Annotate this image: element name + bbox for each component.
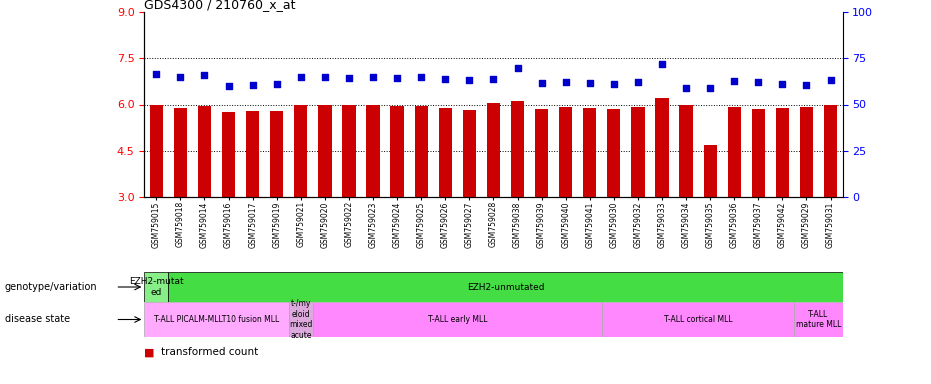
Bar — [144, 272, 169, 302]
Point — [390, 75, 405, 81]
Point — [413, 74, 428, 80]
Text: T-ALL cortical MLL: T-ALL cortical MLL — [664, 315, 733, 324]
Point — [293, 74, 308, 80]
Text: T-ALL
mature MLL: T-ALL mature MLL — [796, 310, 842, 329]
Point — [462, 77, 477, 83]
Point — [679, 84, 694, 91]
Point — [342, 75, 357, 81]
Point — [727, 78, 742, 84]
Text: genotype/variation: genotype/variation — [5, 282, 97, 292]
Bar — [655, 98, 668, 197]
Point — [197, 72, 212, 78]
Point — [486, 76, 501, 82]
Bar — [487, 103, 500, 197]
Bar — [559, 107, 573, 197]
Bar — [535, 109, 548, 197]
Point — [775, 81, 789, 87]
Point — [366, 74, 381, 80]
Bar — [511, 101, 524, 197]
Bar — [800, 107, 813, 197]
Text: EZH2-unmutated: EZH2-unmutated — [466, 283, 545, 291]
Text: T-ALL PICALM-MLLT10 fusion MLL: T-ALL PICALM-MLLT10 fusion MLL — [154, 315, 279, 324]
Point — [245, 82, 260, 88]
Point — [438, 76, 452, 82]
Point — [582, 80, 597, 86]
Bar — [367, 104, 380, 197]
Bar — [414, 106, 428, 197]
Point — [173, 74, 188, 80]
Point — [559, 79, 573, 85]
Bar — [704, 145, 717, 197]
Point — [750, 79, 765, 85]
Point — [823, 77, 838, 83]
Bar — [631, 107, 644, 197]
Bar — [270, 111, 283, 197]
Bar — [824, 104, 837, 197]
Bar — [607, 109, 620, 197]
Bar — [318, 104, 331, 197]
Text: disease state: disease state — [5, 314, 70, 324]
Bar — [343, 106, 356, 197]
Bar — [776, 108, 789, 197]
Bar — [294, 104, 307, 197]
Bar — [150, 104, 163, 197]
Bar — [680, 104, 693, 197]
Point — [222, 83, 236, 89]
Point — [317, 74, 332, 80]
Point — [799, 82, 814, 88]
Point — [510, 65, 525, 71]
Bar — [601, 302, 794, 337]
Point — [606, 81, 621, 87]
Bar — [583, 108, 597, 197]
Bar — [246, 111, 259, 197]
Bar — [313, 302, 601, 337]
Bar — [390, 106, 404, 197]
Text: EZH2-mutat
ed: EZH2-mutat ed — [129, 277, 183, 297]
Point — [269, 81, 284, 88]
Bar — [794, 302, 843, 337]
Point — [534, 80, 549, 86]
Text: transformed count: transformed count — [161, 348, 258, 358]
Point — [654, 61, 669, 68]
Bar — [728, 107, 741, 197]
Text: ■: ■ — [144, 348, 155, 358]
Point — [630, 79, 645, 85]
Text: GDS4300 / 210760_x_at: GDS4300 / 210760_x_at — [144, 0, 296, 11]
Bar — [463, 110, 476, 197]
Bar — [174, 108, 187, 197]
Point — [703, 84, 718, 91]
Text: t-/my
eloid
mixed
acute: t-/my eloid mixed acute — [290, 300, 313, 339]
Bar — [289, 302, 313, 337]
Text: T-ALL early MLL: T-ALL early MLL — [427, 315, 487, 324]
Bar — [198, 106, 211, 197]
Bar — [751, 109, 765, 197]
Bar — [222, 112, 236, 197]
Bar — [439, 108, 452, 197]
Point — [149, 71, 164, 77]
Bar — [144, 302, 289, 337]
